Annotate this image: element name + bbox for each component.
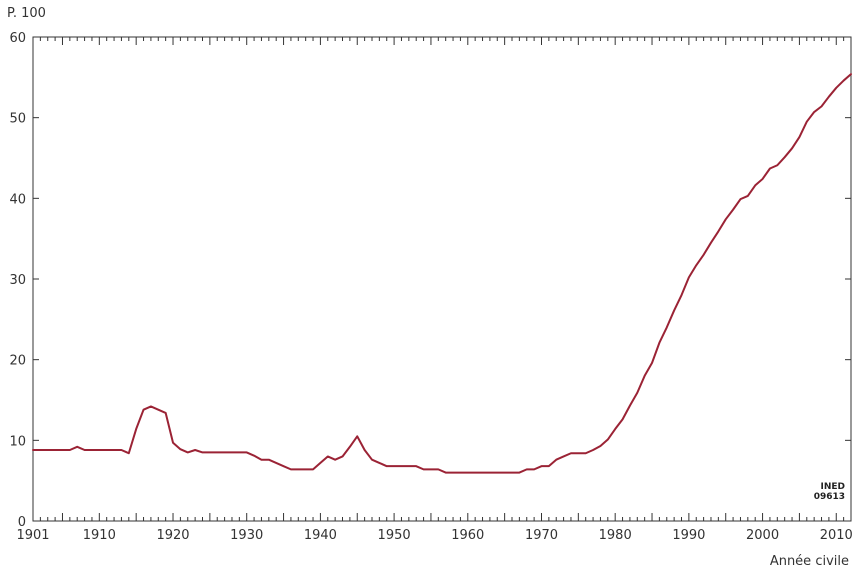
credit-label: INED xyxy=(821,482,846,492)
y-tick-label: 0 xyxy=(18,515,26,530)
series-line xyxy=(32,73,852,474)
x-tick-label: 1980 xyxy=(599,528,632,543)
x-tick-label: 1990 xyxy=(672,528,705,543)
x-tick-label: 1910 xyxy=(83,528,116,543)
y-axis-tick-labels: 0 10 20 30 40 50 60 xyxy=(9,31,26,530)
x-tick-label: 1920 xyxy=(156,528,189,543)
y-tick-label: 40 xyxy=(9,192,26,207)
plot-frame xyxy=(32,36,852,522)
y-tick-label: 10 xyxy=(9,434,26,449)
x-tick-label: 1901 xyxy=(16,528,49,543)
y-tick-label: 30 xyxy=(9,273,26,288)
y-tick-label: 20 xyxy=(9,354,26,369)
x-tick-label: 1930 xyxy=(230,528,263,543)
axis-ticks xyxy=(32,36,852,522)
y-axis-title: P. 100 xyxy=(7,6,46,21)
y-tick-label: 60 xyxy=(9,31,26,46)
x-tick-label: 2010 xyxy=(820,528,853,543)
x-axis-tick-labels: 1901 1910 1920 1930 1940 1950 1960 1970 1980 1990… xyxy=(16,528,852,543)
x-axis-title: Année civile xyxy=(770,554,849,569)
credit-code: 09613 xyxy=(814,492,845,502)
x-tick-label: 1940 xyxy=(304,528,337,543)
x-tick-label: 1950 xyxy=(378,528,411,543)
y-tick-label: 50 xyxy=(9,112,26,127)
x-tick-label: 1970 xyxy=(525,528,558,543)
x-tick-label: 2000 xyxy=(746,528,779,543)
x-tick-label: 1960 xyxy=(451,528,484,543)
